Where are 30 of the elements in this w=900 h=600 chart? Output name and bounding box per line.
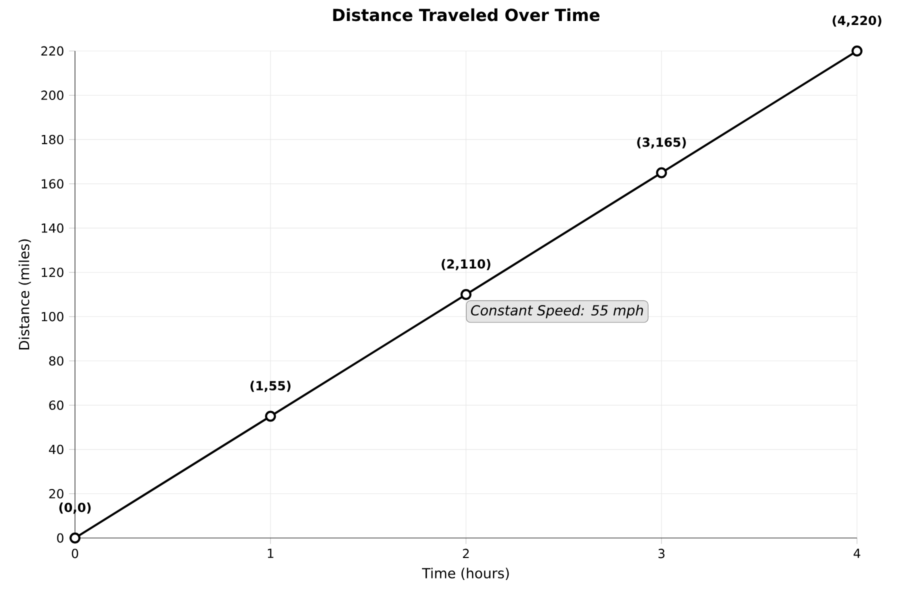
annotation: (3,165) xyxy=(637,137,686,148)
point xyxy=(70,532,80,544)
y-tick-label: 0 xyxy=(57,533,64,543)
y-tick-label: 160 xyxy=(42,179,64,189)
x-tick-label: 0 xyxy=(72,548,78,558)
x-tick-label: 3 xyxy=(658,548,664,558)
y-tick-label: 200 xyxy=(41,90,64,100)
annotation: Constant Speed: 55 mph xyxy=(471,304,644,318)
annotation: (1,55) xyxy=(250,380,290,392)
y-tick-label: 40 xyxy=(48,444,64,454)
y-tick-label: 100 xyxy=(42,312,64,322)
y-axis-title: Distance (miles) xyxy=(18,239,31,350)
y-tick-label: 140 xyxy=(42,223,64,233)
x-axis-title: Time (hours) xyxy=(422,568,509,580)
chart-title: Distance Traveled Over Time xyxy=(333,8,600,22)
y-tick-label: 180 xyxy=(42,134,64,144)
annotation: (4,220) xyxy=(832,16,882,27)
point xyxy=(265,410,276,422)
x-tick-label: 4 xyxy=(854,548,860,558)
x-tick-label: 2 xyxy=(462,548,469,558)
point xyxy=(460,289,472,300)
x-tick-label: 1 xyxy=(268,548,274,558)
point xyxy=(656,167,667,178)
y-tick-label: 220 xyxy=(41,46,64,56)
y-tick-label: 80 xyxy=(49,356,64,366)
y-tick-label: 120 xyxy=(42,268,64,278)
annotation: (2,110) xyxy=(442,259,490,270)
y-tick-label: 60 xyxy=(49,400,64,410)
y-tick-label: 20 xyxy=(49,489,64,498)
point xyxy=(852,46,862,56)
